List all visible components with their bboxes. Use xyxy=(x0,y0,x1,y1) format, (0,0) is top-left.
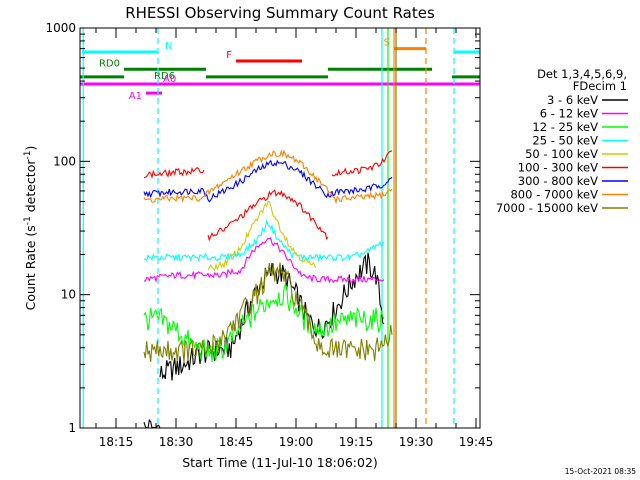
x-tick-label: 18:30 xyxy=(159,435,194,449)
y-tick-label: 1 xyxy=(68,421,76,435)
legend-entry-label: 7000 - 15000 keV xyxy=(496,201,598,215)
y-tick-label: 10 xyxy=(61,288,76,302)
vertical-markers xyxy=(82,28,455,428)
x-tick-label: 19:00 xyxy=(279,435,314,449)
legend-entry-label: 6 - 12 keV xyxy=(540,107,598,121)
series-line xyxy=(143,166,205,179)
series-line xyxy=(143,237,385,284)
series-line xyxy=(143,219,385,263)
series-line xyxy=(207,189,329,242)
legend-header-line-1: Det 1,3,4,5,6,9, xyxy=(537,67,627,81)
x-tick-label: 18:15 xyxy=(99,435,134,449)
y-axis-label: Count Rate (s-1 detector-1) xyxy=(23,146,38,311)
flag-label: A1 xyxy=(129,91,142,102)
x-tick-label: 19:45 xyxy=(459,435,494,449)
flag-label: RD0 xyxy=(99,58,120,69)
legend-header-line-2: FDecim 1 xyxy=(573,79,627,93)
flag-label: A0 xyxy=(163,74,176,85)
series-line xyxy=(143,149,393,205)
series-line xyxy=(143,159,393,203)
y-axis-ticks: 1 10 100 1000 xyxy=(45,21,480,435)
legend-entry-label: 300 - 800 keV xyxy=(518,174,598,188)
x-axis-label: Start Time (11-Jul-10 18:06:02) xyxy=(182,455,378,470)
series-line xyxy=(143,262,393,363)
legend-entry-label: 25 - 50 keV xyxy=(532,134,598,148)
chart-title: RHESSI Observing Summary Count Rates xyxy=(125,4,435,22)
x-tick-label: 19:15 xyxy=(339,435,374,449)
legend-entry-label: 3 - 6 keV xyxy=(547,93,598,107)
footer-timestamp: 15-Oct-2021 08:35 xyxy=(565,467,636,476)
flag-label: S xyxy=(384,38,390,49)
y-tick-label: 100 xyxy=(53,154,76,168)
y-tick-label: 1000 xyxy=(45,21,76,35)
x-axis-ticks: 18:15 18:30 18:45 19:00 19:15 19:30 19:45 xyxy=(95,28,494,449)
x-tick-label: 18:45 xyxy=(219,435,254,449)
series-line xyxy=(331,150,393,177)
flag-label: N xyxy=(165,41,172,52)
legend-entry-label: 12 - 25 keV xyxy=(532,120,598,134)
series-lines xyxy=(143,149,393,429)
legend-entry-label: 50 - 100 keV xyxy=(525,147,598,161)
flag-label: RD6 xyxy=(154,71,175,82)
legend-entry-label: 800 - 7000 keV xyxy=(510,188,598,202)
series-line xyxy=(143,282,385,362)
plot-frame xyxy=(79,27,481,429)
x-tick-label: 19:30 xyxy=(399,435,434,449)
series-line xyxy=(207,200,317,272)
legend-entry-label: 100 - 300 keV xyxy=(518,161,598,175)
flag-label: F xyxy=(226,50,232,61)
